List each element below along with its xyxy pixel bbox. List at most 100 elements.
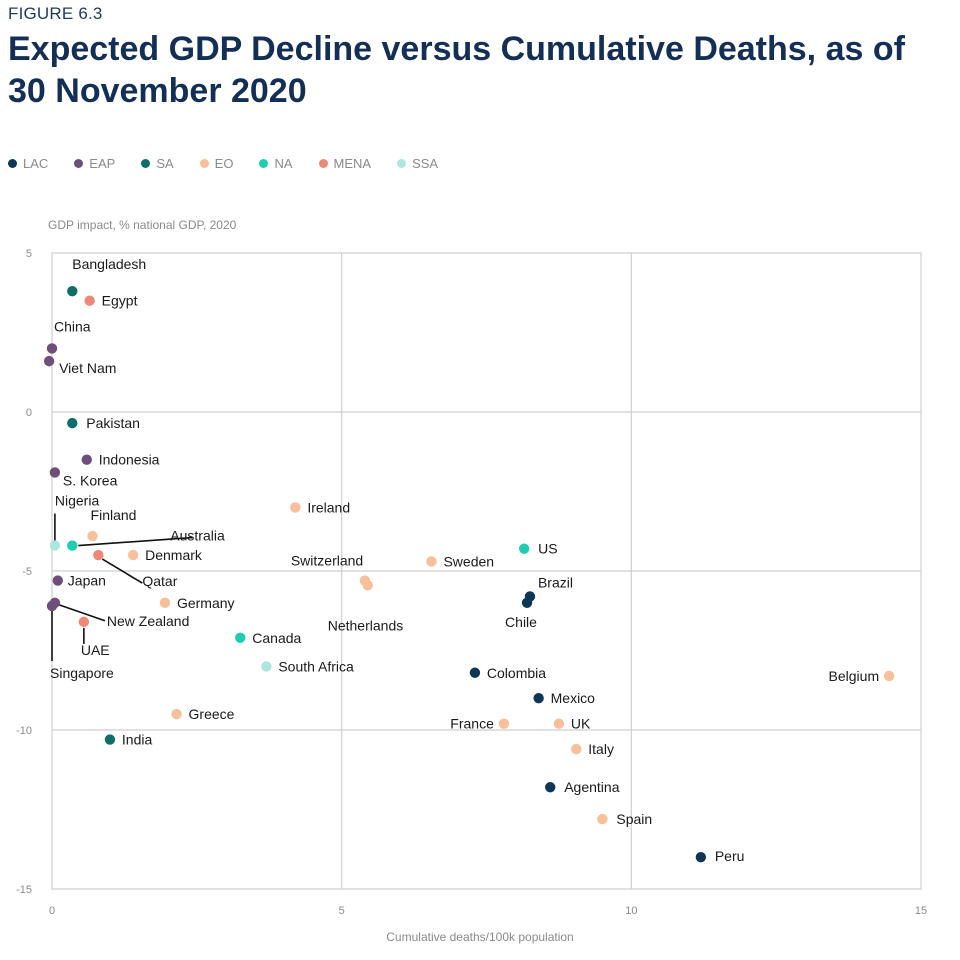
point-chile	[521, 597, 533, 608]
point-bangladesh	[67, 285, 78, 297]
legend-item-sa: SA	[141, 156, 174, 171]
leader-line	[101, 558, 143, 584]
point-peru	[695, 852, 707, 863]
point-label: Germany	[177, 595, 235, 611]
point-mexico	[533, 693, 544, 704]
point-canada	[235, 632, 246, 643]
point-label: Switzerland	[291, 553, 363, 569]
x-axis-label: Cumulative deaths/100k population	[386, 930, 574, 944]
legend-dot-icon	[397, 159, 407, 168]
point-label: UAE	[81, 642, 110, 658]
x-tick-label: 15	[915, 905, 927, 917]
point-label: Agentina	[564, 779, 619, 795]
legend-dot-icon	[141, 159, 151, 168]
chart-legend: LAC EAP SA EO NA MENA SSA	[8, 156, 438, 171]
point-label: Greece	[189, 706, 235, 722]
legend-label: SSA	[412, 156, 439, 171]
point-label: Sweden	[443, 553, 494, 569]
legend-label: LAC	[23, 156, 49, 171]
point-japan	[52, 575, 63, 586]
point-label: Australia	[170, 528, 225, 544]
point-nigeria	[49, 540, 61, 551]
y-axis-label: GDP impact, % national GDP, 2020	[48, 218, 237, 232]
point-label: Nigeria	[55, 493, 100, 509]
y-tick-label: -5	[22, 566, 32, 578]
legend-dot-icon	[8, 159, 17, 168]
legend-label: MENA	[333, 156, 372, 171]
point-colombia	[469, 667, 481, 678]
point-pakistan	[67, 417, 78, 429]
legend-item-ssa: SSA	[397, 156, 438, 171]
point-label: South Africa	[278, 658, 354, 674]
legend-label: EO	[214, 156, 234, 171]
point-italy	[571, 743, 582, 755]
point-china	[46, 343, 58, 354]
point-denmark	[127, 549, 139, 561]
figure-label: FIGURE 6.3	[8, 4, 103, 23]
point-label: Finland	[91, 507, 137, 523]
point-singapore	[46, 600, 58, 612]
point-qatar	[93, 549, 104, 561]
chart-title: Expected GDP Decline versus Cumulative D…	[8, 30, 905, 110]
y-tick-label: -15	[16, 884, 32, 896]
legend-label: SA	[156, 156, 174, 171]
legend-item-lac: LAC	[8, 156, 48, 171]
x-tick-label: 0	[49, 905, 55, 917]
point-label: Mexico	[551, 690, 596, 706]
point-ireland	[290, 502, 301, 513]
point-label: US	[538, 541, 557, 557]
x-tick-label: 10	[625, 905, 637, 917]
point-label: Japan	[68, 573, 106, 589]
legend-item-eo: EO	[199, 156, 234, 171]
point-label: Qatar	[142, 573, 177, 589]
legend-item-na: NA	[259, 156, 293, 171]
point-label: Italy	[588, 741, 614, 757]
point-label: India	[122, 732, 153, 748]
legend-label: NA	[274, 156, 293, 171]
point-netherlands	[362, 580, 373, 591]
point-india	[104, 734, 116, 745]
point-finland	[87, 530, 98, 542]
point-indonesia	[81, 454, 92, 465]
leader-line	[78, 536, 193, 547]
point-label: UK	[571, 716, 591, 732]
point-label: China	[54, 318, 91, 334]
legend-label: EAP	[89, 156, 116, 171]
point-label: Spain	[616, 811, 652, 827]
point-label: Singapore	[50, 665, 114, 681]
point-label: Chile	[505, 614, 537, 630]
legend-dot-icon	[74, 159, 84, 168]
point-spain	[597, 813, 608, 825]
point-viet-nam	[43, 355, 55, 367]
point-uae	[78, 616, 90, 628]
point-south-africa	[261, 661, 272, 672]
point-label: Egypt	[102, 293, 138, 309]
point-label: Peru	[715, 848, 745, 864]
point-agentina	[545, 782, 556, 793]
legend-dot-icon	[259, 159, 269, 168]
legend-item-mena: MENA	[318, 156, 372, 171]
point-label: Pakistan	[86, 415, 140, 431]
point-label: France	[450, 716, 494, 732]
point-label: Ireland	[307, 499, 350, 515]
x-tick-label: 5	[339, 905, 345, 917]
legend-dot-icon	[199, 159, 209, 168]
point-uk	[553, 718, 565, 729]
point-label: Viet Nam	[59, 360, 116, 376]
point-label: Denmark	[145, 547, 203, 563]
point-belgium	[883, 670, 895, 682]
y-tick-label: -10	[16, 725, 32, 737]
point-s-korea	[49, 467, 61, 478]
y-tick-label: 0	[26, 407, 32, 419]
point-label: New Zealand	[107, 613, 190, 629]
point-label: Indonesia	[99, 452, 160, 468]
point-australia	[67, 540, 78, 551]
point-egypt	[84, 295, 95, 306]
point-greece	[171, 708, 182, 720]
point-label: Netherlands	[328, 617, 404, 633]
legend-dot-icon	[318, 159, 328, 168]
y-tick-label: 5	[26, 248, 32, 260]
point-label: S. Korea	[63, 472, 118, 488]
point-label: Brazil	[538, 574, 573, 590]
point-label: Bangladesh	[72, 256, 146, 272]
